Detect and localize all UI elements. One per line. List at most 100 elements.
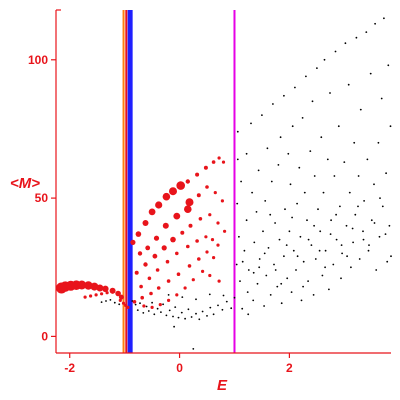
black-data-point [318, 249, 321, 252]
black-data-point [365, 31, 368, 33]
black-data-point [323, 58, 326, 61]
red-data-point [175, 293, 179, 297]
black-data-point [263, 252, 266, 255]
black-data-point [298, 166, 301, 169]
black-data-point [357, 205, 359, 208]
black-data-point [321, 274, 324, 277]
black-data-point [301, 117, 304, 119]
black-data-point [373, 222, 376, 224]
red-data-point [145, 245, 151, 251]
black-data-point [370, 219, 373, 222]
red-data-point [162, 192, 171, 201]
red-data-point [169, 187, 177, 196]
black-data-point [374, 22, 376, 25]
black-data-point [332, 263, 335, 266]
black-data-point [292, 249, 295, 252]
black-data-point [113, 301, 116, 304]
black-data-point [354, 213, 357, 216]
black-data-point [350, 266, 352, 269]
black-data-point [375, 269, 378, 271]
black-data-point [310, 244, 313, 247]
red-data-point [152, 253, 158, 259]
black-data-point [247, 313, 250, 316]
black-data-point [245, 152, 248, 155]
black-data-point [264, 200, 267, 202]
black-data-point [241, 307, 244, 310]
black-data-point [335, 238, 338, 241]
red-data-point [185, 179, 190, 184]
black-data-point [291, 125, 294, 128]
black-data-point [341, 252, 343, 255]
black-data-point [373, 183, 375, 186]
red-data-point [216, 221, 220, 225]
red-data-point [148, 208, 156, 216]
red-data-point [126, 305, 130, 309]
red-data-point [216, 243, 220, 247]
red-data-point [155, 201, 163, 209]
black-data-point [329, 233, 332, 236]
black-data-point [221, 308, 224, 311]
red-data-point [205, 250, 209, 254]
red-data-point [143, 262, 148, 267]
black-data-point [368, 244, 370, 247]
black-data-point [225, 300, 228, 303]
red-data-point [124, 303, 128, 307]
black-data-point [290, 291, 293, 293]
black-data-point [357, 175, 360, 177]
black-data-point [269, 213, 272, 216]
black-data-point [307, 238, 310, 241]
red-data-point [217, 156, 221, 160]
red-data-point [208, 213, 212, 217]
black-data-point [319, 230, 322, 233]
red-data-point [211, 160, 216, 164]
black-data-point [177, 316, 180, 319]
red-data-point [167, 298, 171, 302]
black-data-point [208, 293, 211, 296]
red-data-point [118, 298, 122, 302]
black-data-point [351, 227, 354, 230]
black-data-point [172, 315, 174, 318]
black-data-point [255, 211, 258, 213]
black-data-point [253, 241, 256, 244]
black-data-point [142, 312, 145, 314]
black-data-point [362, 238, 365, 241]
red-data-point [100, 292, 104, 296]
black-data-point [363, 200, 365, 202]
black-data-point [187, 308, 190, 311]
black-data-point [233, 296, 236, 299]
black-data-point [320, 136, 323, 139]
red-data-point [132, 300, 137, 304]
black-data-point [388, 224, 391, 227]
black-data-point [283, 255, 285, 258]
data-points [56, 17, 392, 350]
red-data-point [201, 269, 205, 273]
black-data-point [278, 238, 281, 241]
black-data-point [192, 348, 195, 350]
red-data-point [165, 259, 170, 264]
black-data-point [355, 36, 358, 39]
red-data-point [90, 282, 99, 291]
black-data-point [236, 158, 239, 161]
black-data-point [246, 291, 249, 293]
black-data-point [201, 310, 204, 313]
red-data-point [105, 291, 109, 295]
black-data-point [367, 249, 370, 252]
red-data-point [94, 293, 98, 297]
red-data-point [176, 272, 181, 277]
red-data-point [142, 220, 149, 226]
black-data-point [236, 202, 239, 205]
red-data-point [140, 295, 144, 300]
black-data-point [369, 72, 372, 75]
black-data-point [313, 175, 316, 177]
black-data-point [261, 114, 263, 116]
red-data-point [121, 301, 126, 305]
x-tick-label: 2 [286, 361, 293, 375]
red-data-point [135, 231, 142, 237]
black-data-point [353, 141, 356, 144]
black-data-point [230, 307, 233, 310]
red-data-point [96, 284, 104, 292]
red-data-point [180, 230, 185, 235]
black-data-point [269, 294, 272, 296]
red-data-point [183, 286, 187, 290]
x-axis-title: E [217, 377, 228, 394]
